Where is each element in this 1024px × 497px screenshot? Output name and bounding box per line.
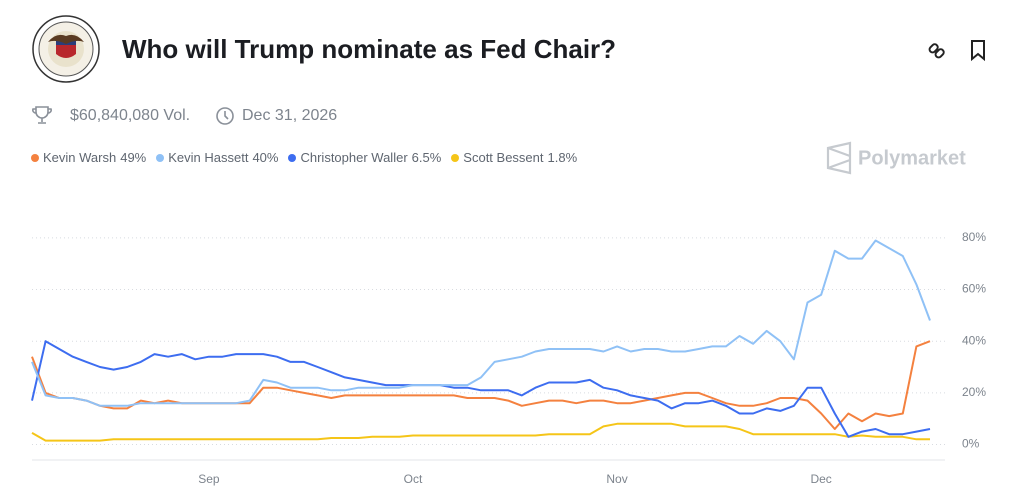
legend-item: Kevin Warsh 49%	[31, 150, 146, 165]
legend-name: Christopher Waller	[300, 150, 408, 165]
y-tick-label: 20%	[962, 385, 986, 399]
brand-logo	[826, 141, 852, 175]
legend-current: 49%	[120, 150, 147, 165]
legend-name: Kevin Warsh	[43, 150, 117, 165]
legend-dot	[451, 153, 460, 162]
legend-name: Scott Bessent	[463, 150, 544, 165]
legend-dot	[31, 153, 39, 162]
series-line	[31, 340, 931, 438]
x-tick-label: Dec	[810, 472, 831, 486]
legend-item: Kevin Hassett 40%	[156, 150, 278, 165]
fed-logo	[32, 15, 100, 83]
y-tick-label: 0%	[962, 437, 980, 451]
legend-current: 40%	[252, 150, 279, 165]
legend-item: Scott Bessent 1.8%	[451, 150, 577, 165]
brand-name: Polymarket	[858, 147, 966, 169]
legend-dot	[288, 153, 297, 162]
series-line	[31, 422, 930, 442]
legend-current: 6.5%	[411, 150, 442, 165]
volume: $60,840,080 Vol.	[70, 107, 190, 124]
series-line	[31, 239, 931, 407]
trophy-icon	[32, 106, 52, 124]
bookmark-icon[interactable]	[971, 40, 985, 62]
x-tick-label: Sep	[198, 472, 220, 486]
y-tick-label: 80%	[962, 230, 986, 244]
end-date: Dec 31, 2026	[242, 107, 337, 124]
title: Who will Trump nominate as Fed Chair?	[122, 34, 616, 64]
y-tick-label: 60%	[962, 282, 986, 296]
x-tick-label: Oct	[404, 472, 423, 486]
legend: Kevin Warsh 49% Kevin Hassett 40% Christophe…	[31, 150, 577, 165]
x-tick-label: Nov	[606, 472, 627, 486]
legend-name: Kevin Hassett	[168, 150, 249, 165]
legend-dot	[156, 153, 165, 162]
y-tick-label: 40%	[962, 333, 986, 347]
legend-item: Christopher Waller 6.5%	[288, 150, 441, 165]
link-icon[interactable]	[928, 43, 945, 59]
clock-icon	[216, 107, 234, 125]
legend-current: 1.8%	[547, 150, 578, 165]
